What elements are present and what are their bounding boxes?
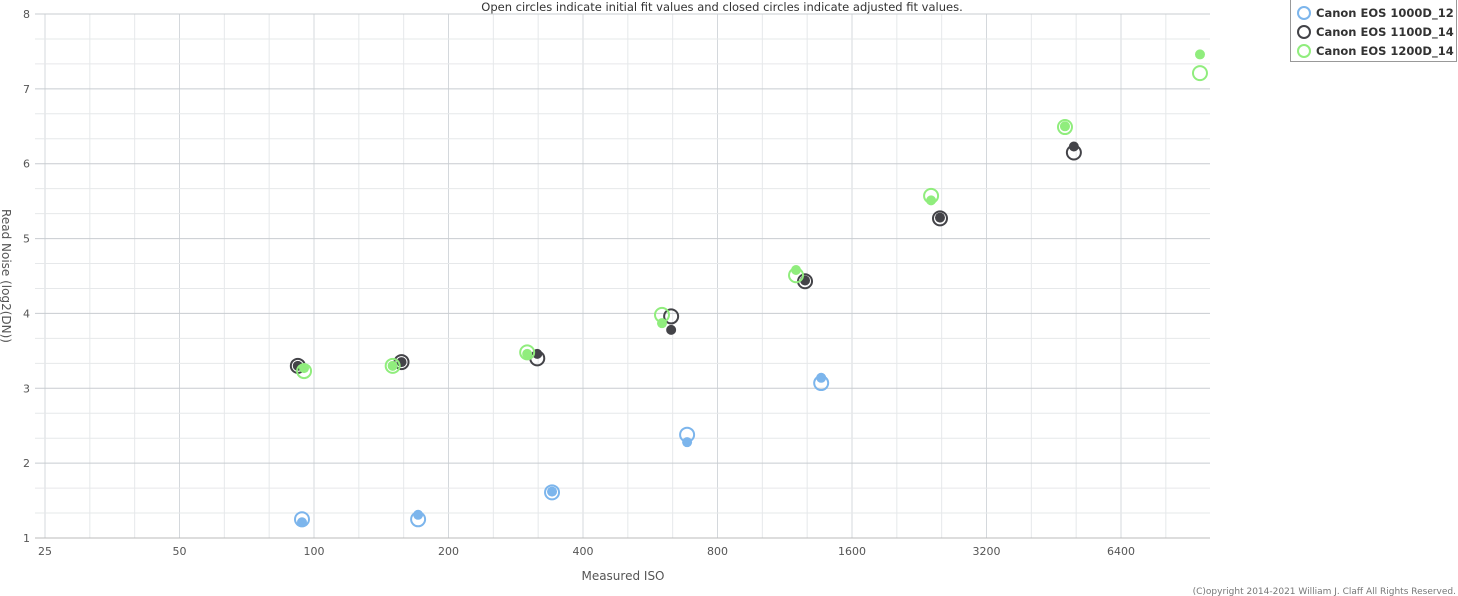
- copyright: (C)opyright 2014-2021 William J. Claff A…: [1193, 587, 1456, 596]
- initial-fit-point: [519, 344, 536, 361]
- x-tick-label: 100: [304, 545, 325, 558]
- adjusted-fit-point: [682, 437, 693, 448]
- legend-item[interactable]: Canon EOS 1100D_14: [1297, 22, 1456, 41]
- adjusted-fit-point: [1059, 121, 1070, 132]
- legend-label: Canon EOS 1200D_14: [1316, 43, 1454, 58]
- x-tick-label: 400: [573, 545, 594, 558]
- axis-ticks: 25 50 100 200 400 800 1600 3200 6400 1 2 3 4 5 6 7 8: [23, 8, 1135, 558]
- y-tick-label: 2: [23, 457, 30, 470]
- adjusted-fit-point: [296, 517, 307, 528]
- x-tick-label: 50: [173, 545, 187, 558]
- adjusted-fit-point: [791, 265, 802, 276]
- grid: [35, 13, 1210, 539]
- y-tick-label: 1: [23, 532, 30, 545]
- initial-fit-point: [384, 357, 401, 374]
- legend-label: Canon EOS 1000D_12: [1316, 5, 1454, 20]
- y-tick-label: 5: [23, 233, 30, 246]
- legend-circle-icon: [1297, 43, 1311, 58]
- y-tick-label: 7: [23, 83, 30, 96]
- legend-item[interactable]: Canon EOS 1000D_12: [1297, 3, 1456, 22]
- adjusted-fit-point: [413, 509, 424, 520]
- legend: Canon EOS 1000D_12 Canon EOS 1100D_14 Cano…: [1290, 0, 1457, 62]
- y-tick-label: 8: [23, 8, 30, 21]
- y-axis-label: Read Noise (log2(DN)): [0, 209, 13, 343]
- data-points: [289, 49, 1208, 528]
- x-tick-label: 25: [38, 545, 52, 558]
- initial-fit-point: [931, 210, 948, 227]
- adjusted-fit-point: [666, 324, 677, 335]
- initial-fit-point: [663, 308, 680, 325]
- legend-circle-icon: [1297, 5, 1311, 20]
- adjusted-fit-point: [816, 372, 827, 383]
- adjusted-fit-point: [1068, 141, 1079, 152]
- series-canon-eos-1000d_12: [293, 372, 830, 528]
- y-tick-label: 4: [23, 307, 30, 320]
- series-canon-eos-1200d_14: [296, 49, 1208, 380]
- x-tick-label: 3200: [973, 545, 1001, 558]
- y-tick-label: 3: [23, 382, 30, 395]
- initial-fit-point: [1191, 65, 1208, 82]
- legend-item[interactable]: Canon EOS 1200D_14: [1297, 41, 1456, 60]
- x-tick-label: 1600: [838, 545, 866, 558]
- initial-fit-point: [1056, 119, 1073, 136]
- legend-circle-icon: [1297, 24, 1311, 39]
- y-tick-label: 6: [23, 158, 30, 171]
- x-tick-label: 6400: [1107, 545, 1135, 558]
- adjusted-fit-point: [657, 318, 668, 329]
- adjusted-fit-point: [299, 363, 310, 374]
- x-tick-label: 200: [438, 545, 459, 558]
- legend-label: Canon EOS 1100D_14: [1316, 24, 1454, 39]
- adjusted-fit-point: [1194, 49, 1205, 60]
- adjusted-fit-point: [387, 360, 398, 371]
- adjusted-fit-point: [926, 195, 937, 206]
- chart-subtitle: Open circles indicate initial fit values…: [481, 0, 962, 14]
- x-axis-label: Measured ISO: [581, 569, 664, 583]
- x-tick-label: 800: [707, 545, 728, 558]
- adjusted-fit-point: [547, 486, 558, 497]
- adjusted-fit-point: [934, 212, 945, 223]
- adjusted-fit-point: [522, 348, 533, 359]
- initial-fit-point: [544, 484, 561, 501]
